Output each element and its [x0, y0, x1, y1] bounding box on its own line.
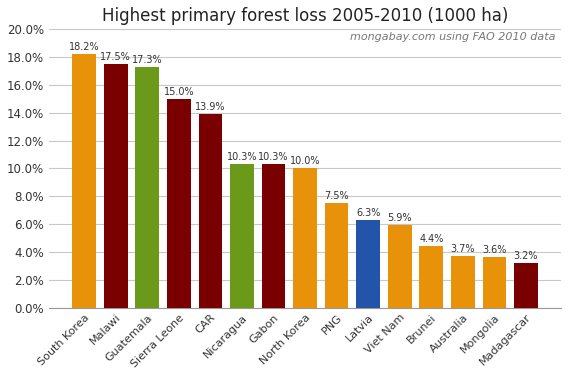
Text: 13.9%: 13.9%: [195, 102, 225, 112]
Bar: [262, 164, 285, 308]
Bar: [72, 54, 96, 308]
Text: 3.2%: 3.2%: [513, 251, 538, 261]
Bar: [230, 164, 254, 308]
Text: mongabay.com using FAO 2010 data: mongabay.com using FAO 2010 data: [350, 32, 556, 42]
Text: 17.5%: 17.5%: [101, 52, 131, 62]
Bar: [388, 226, 412, 308]
Text: 3.6%: 3.6%: [482, 246, 507, 255]
Text: 10.3%: 10.3%: [227, 152, 257, 162]
Bar: [199, 114, 222, 308]
Bar: [167, 99, 191, 308]
Title: Highest primary forest loss 2005-2010 (1000 ha): Highest primary forest loss 2005-2010 (1…: [102, 7, 508, 25]
Bar: [514, 263, 538, 308]
Bar: [451, 256, 475, 308]
Text: 7.5%: 7.5%: [324, 191, 349, 201]
Text: 15.0%: 15.0%: [164, 87, 194, 97]
Bar: [293, 168, 317, 308]
Bar: [356, 220, 380, 308]
Bar: [104, 64, 128, 308]
Text: 17.3%: 17.3%: [132, 55, 162, 65]
Bar: [419, 246, 443, 308]
Text: 10.3%: 10.3%: [258, 152, 289, 162]
Text: 18.2%: 18.2%: [69, 42, 99, 52]
Text: 4.4%: 4.4%: [419, 234, 444, 244]
Text: 10.0%: 10.0%: [290, 156, 320, 166]
Text: 6.3%: 6.3%: [356, 208, 381, 218]
Bar: [135, 67, 159, 308]
Text: 3.7%: 3.7%: [450, 244, 475, 254]
Bar: [325, 203, 348, 308]
Text: 5.9%: 5.9%: [387, 213, 412, 223]
Bar: [483, 258, 506, 308]
